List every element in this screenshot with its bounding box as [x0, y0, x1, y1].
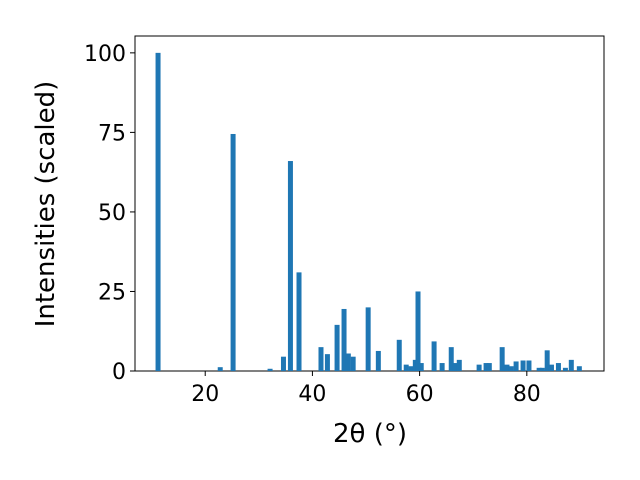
- bar: [230, 133, 236, 371]
- y-tick-label: 50: [98, 201, 126, 226]
- bar: [334, 324, 340, 371]
- bar: [508, 366, 514, 371]
- y-tick-label: 0: [112, 360, 126, 385]
- x-tick-label: 20: [191, 382, 219, 407]
- bar: [499, 347, 505, 371]
- bar: [486, 363, 492, 371]
- bar: [155, 52, 161, 371]
- bar: [403, 364, 409, 371]
- x-tick-label: 40: [298, 382, 326, 407]
- bar: [412, 359, 418, 371]
- bar: [267, 368, 273, 371]
- bar: [548, 364, 554, 371]
- y-tick-label: 25: [98, 280, 126, 305]
- x-axis-label: 2θ (°): [333, 419, 407, 449]
- bar: [576, 366, 582, 371]
- bar: [318, 347, 324, 371]
- bar: [415, 291, 421, 371]
- bar: [431, 341, 437, 371]
- bar: [375, 350, 381, 371]
- bar: [539, 367, 545, 371]
- bar: [396, 339, 402, 371]
- bar: [287, 161, 293, 371]
- bar: [350, 356, 356, 371]
- bar: [341, 308, 347, 371]
- bar: [217, 367, 223, 371]
- bar: [562, 367, 568, 371]
- y-tick-label: 75: [98, 121, 126, 146]
- bar: [483, 363, 489, 371]
- bar: [555, 363, 561, 371]
- bar: [520, 360, 526, 371]
- bar: [448, 347, 454, 371]
- y-tick-label: 100: [84, 42, 126, 67]
- bar: [324, 354, 330, 371]
- bar: [544, 350, 550, 371]
- bar: [476, 364, 482, 371]
- bar: [456, 359, 462, 371]
- bar: [365, 307, 371, 371]
- bar: [568, 359, 574, 371]
- bar: [418, 363, 424, 371]
- bar: [504, 364, 510, 371]
- bar: [280, 356, 286, 371]
- bar: [513, 361, 519, 371]
- x-tick-label: 80: [513, 382, 541, 407]
- x-tick-label: 60: [406, 382, 434, 407]
- bar: [345, 353, 351, 371]
- bar: [536, 367, 542, 371]
- bar: [408, 366, 414, 371]
- bar: [296, 272, 302, 371]
- bar: [439, 363, 445, 371]
- y-axis-label: Intensities (scaled): [31, 81, 61, 328]
- bar: [452, 363, 458, 371]
- bar: [526, 360, 532, 371]
